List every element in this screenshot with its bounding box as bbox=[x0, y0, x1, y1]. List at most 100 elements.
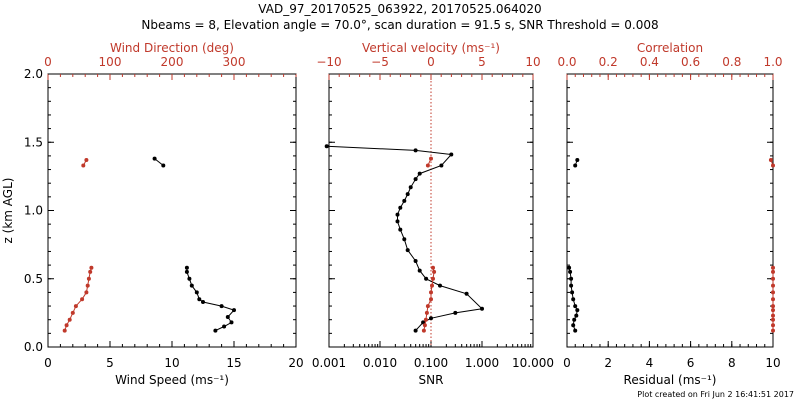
correlation-point bbox=[771, 313, 775, 318]
snr-point bbox=[464, 291, 469, 296]
top-tick-label: 0.6 bbox=[681, 55, 700, 69]
top-tick-label: 10 bbox=[525, 55, 540, 69]
snr-point bbox=[413, 328, 418, 333]
top-tick-label: 0.8 bbox=[722, 55, 741, 69]
snr-point bbox=[480, 306, 484, 311]
panel-frame-1 bbox=[47, 73, 297, 348]
correlation-point bbox=[768, 158, 773, 162]
correlation-point bbox=[771, 283, 775, 288]
wind-speed-point bbox=[225, 315, 230, 319]
snr-point bbox=[453, 310, 458, 315]
vertical-velocity-point bbox=[425, 304, 430, 309]
vertical-velocity-point bbox=[429, 156, 433, 161]
wind-direction-point bbox=[81, 163, 86, 168]
wind-speed-point bbox=[189, 283, 194, 288]
vertical-velocity-point bbox=[421, 328, 426, 333]
bottom-tick-label: 5 bbox=[106, 356, 114, 370]
residual-point bbox=[568, 269, 573, 274]
correlation-point bbox=[771, 265, 775, 270]
correlation-point bbox=[771, 276, 775, 281]
bottom-axis-label: SNR bbox=[419, 373, 444, 387]
residual-point bbox=[569, 283, 574, 288]
bottom-tick-label: 10 bbox=[765, 356, 780, 370]
bottom-tick-label: 0 bbox=[44, 356, 52, 370]
snr-point bbox=[402, 198, 407, 203]
wind-speed-point bbox=[184, 269, 189, 274]
residual-point bbox=[575, 308, 580, 313]
snr-point bbox=[398, 205, 403, 210]
wind-direction-point bbox=[88, 269, 93, 274]
snr-point bbox=[324, 144, 329, 149]
bottom-tick-label: 6 bbox=[687, 356, 695, 370]
wind-direction-point bbox=[84, 290, 89, 295]
snr-point bbox=[424, 276, 429, 281]
plot-timestamp: Plot created on Fri Jun 2 16:41:51 2017 bbox=[637, 390, 794, 399]
snr-point bbox=[395, 219, 400, 224]
snr-point bbox=[449, 152, 454, 157]
top-tick-label: 1.0 bbox=[763, 55, 782, 69]
correlation-point bbox=[771, 297, 775, 302]
snr-point bbox=[438, 283, 442, 288]
wind-speed-point bbox=[201, 300, 205, 304]
snr-point bbox=[413, 259, 418, 263]
correlation-point bbox=[771, 163, 775, 168]
residual-point bbox=[570, 290, 575, 295]
bottom-tick-label: 0.001 bbox=[312, 356, 346, 370]
correlation-point bbox=[771, 328, 775, 333]
wind-direction-point bbox=[73, 304, 78, 309]
y-tick-label: 0.5 bbox=[24, 272, 43, 286]
y-tick-label: 1.5 bbox=[24, 135, 43, 149]
residual-point bbox=[574, 313, 579, 318]
snr-point bbox=[417, 171, 422, 176]
bottom-axis-label: Wind Speed (ms⁻¹) bbox=[115, 373, 229, 387]
bottom-tick-label: 8 bbox=[728, 356, 736, 370]
wind-speed-point bbox=[222, 324, 227, 329]
wind-speed-point bbox=[229, 320, 234, 325]
correlation-point bbox=[771, 323, 775, 328]
residual-point bbox=[571, 323, 576, 328]
snr-point bbox=[398, 227, 403, 232]
correlation-point bbox=[771, 290, 775, 295]
wind-direction-point bbox=[62, 328, 67, 333]
top-tick-label: −5 bbox=[371, 55, 389, 69]
snr-point bbox=[429, 316, 433, 321]
snr-point bbox=[405, 192, 410, 197]
wind-speed-point bbox=[213, 328, 218, 333]
wind-speed-point bbox=[194, 290, 199, 295]
residual-point bbox=[573, 304, 578, 309]
snr-point bbox=[413, 177, 418, 182]
wind-speed-point bbox=[152, 156, 157, 161]
residual-point bbox=[571, 297, 576, 302]
wind-direction-point bbox=[89, 265, 94, 270]
wind-speed-point bbox=[232, 308, 236, 313]
y-tick-label: 0.0 bbox=[24, 340, 43, 354]
vertical-velocity-point bbox=[424, 310, 429, 315]
top-axis-label: Correlation bbox=[637, 41, 703, 55]
wind-speed-point bbox=[161, 163, 166, 168]
panel-frame-3 bbox=[566, 73, 774, 348]
wind-speed-point bbox=[187, 276, 192, 281]
residual-point bbox=[569, 276, 574, 281]
vertical-velocity-point bbox=[431, 276, 435, 281]
snr-point bbox=[405, 248, 410, 253]
correlation-point bbox=[771, 317, 775, 322]
vertical-velocity-point bbox=[423, 317, 428, 322]
wind-direction-point bbox=[84, 158, 89, 162]
y-tick-label: 2.0 bbox=[24, 67, 43, 81]
y-axis-label: z (km AGL) bbox=[1, 178, 15, 244]
snr-point bbox=[395, 212, 400, 217]
snr-point bbox=[402, 237, 407, 242]
bottom-axis-label: Residual (ms⁻¹) bbox=[624, 373, 717, 387]
chart-subtitle: Nbeams = 8, Elevation angle = 70.0°, sca… bbox=[141, 18, 659, 32]
top-tick-label: 0.4 bbox=[640, 55, 659, 69]
top-tick-label: 5 bbox=[478, 55, 486, 69]
top-axis-label: Wind Direction (deg) bbox=[110, 41, 234, 55]
vertical-velocity-point bbox=[425, 163, 430, 168]
residual-point bbox=[573, 328, 578, 333]
residual-point bbox=[572, 317, 577, 322]
top-axis-label: Vertical velocity (ms⁻¹) bbox=[362, 41, 500, 55]
vertical-velocity-point bbox=[422, 323, 427, 328]
wind-direction-point bbox=[80, 297, 85, 302]
wind-speed-point bbox=[197, 297, 202, 302]
